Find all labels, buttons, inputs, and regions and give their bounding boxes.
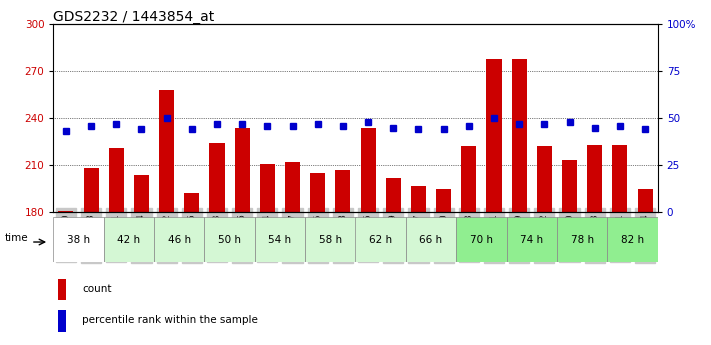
Text: 38 h: 38 h bbox=[67, 235, 90, 245]
Bar bbox=[486, 59, 501, 212]
Bar bbox=[456, 217, 506, 262]
Text: 62 h: 62 h bbox=[369, 235, 392, 245]
Text: 54 h: 54 h bbox=[268, 235, 292, 245]
Text: percentile rank within the sample: percentile rank within the sample bbox=[82, 315, 258, 325]
Bar bbox=[537, 146, 552, 212]
Bar bbox=[210, 143, 225, 212]
Bar bbox=[58, 279, 66, 300]
Bar bbox=[255, 217, 305, 262]
Bar bbox=[385, 178, 401, 212]
Text: GDS2232 / 1443854_at: GDS2232 / 1443854_at bbox=[53, 10, 215, 24]
Bar bbox=[356, 217, 406, 262]
Text: 58 h: 58 h bbox=[319, 235, 342, 245]
Bar bbox=[461, 146, 476, 212]
Text: 78 h: 78 h bbox=[570, 235, 594, 245]
Bar bbox=[184, 193, 199, 212]
Bar bbox=[109, 148, 124, 212]
Bar bbox=[436, 189, 451, 212]
Bar bbox=[411, 186, 426, 212]
Bar bbox=[154, 217, 205, 262]
Bar bbox=[638, 189, 653, 212]
Bar bbox=[260, 164, 275, 212]
Bar bbox=[336, 170, 351, 212]
Text: 74 h: 74 h bbox=[520, 235, 543, 245]
Bar bbox=[360, 128, 375, 212]
Bar bbox=[587, 145, 602, 212]
Text: count: count bbox=[82, 284, 112, 294]
Bar bbox=[235, 128, 250, 212]
Bar bbox=[310, 173, 325, 212]
Bar bbox=[159, 90, 174, 212]
Text: 50 h: 50 h bbox=[218, 235, 241, 245]
Bar bbox=[305, 217, 356, 262]
Bar bbox=[506, 217, 557, 262]
Bar bbox=[285, 162, 300, 212]
Bar bbox=[58, 310, 66, 332]
Text: 46 h: 46 h bbox=[168, 235, 191, 245]
Bar bbox=[104, 217, 154, 262]
Text: time: time bbox=[4, 233, 28, 243]
Bar bbox=[612, 145, 627, 212]
Text: 66 h: 66 h bbox=[419, 235, 443, 245]
Text: 70 h: 70 h bbox=[470, 235, 493, 245]
Bar bbox=[53, 217, 104, 262]
Bar bbox=[205, 217, 255, 262]
Bar bbox=[512, 59, 527, 212]
Bar bbox=[406, 217, 456, 262]
Text: 82 h: 82 h bbox=[621, 235, 644, 245]
Bar bbox=[557, 217, 607, 262]
Bar bbox=[58, 210, 73, 212]
Bar bbox=[134, 175, 149, 212]
Bar bbox=[562, 160, 577, 212]
Text: 42 h: 42 h bbox=[117, 235, 141, 245]
Bar bbox=[84, 168, 99, 212]
Bar bbox=[607, 217, 658, 262]
